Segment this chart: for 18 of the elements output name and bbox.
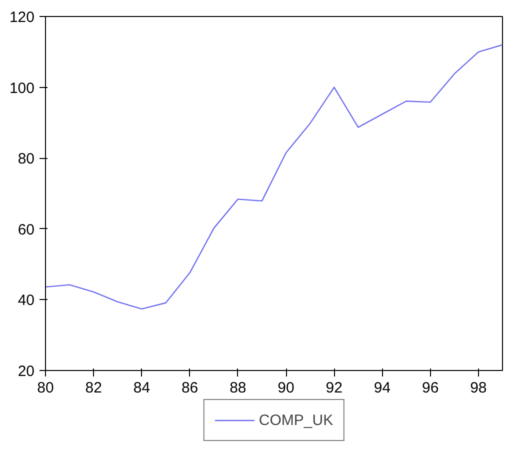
y-tick-label: 20 [18, 363, 35, 380]
x-tick-label: 82 [85, 380, 102, 396]
x-tick-label: 84 [133, 380, 150, 396]
y-tick-label: 120 [9, 9, 35, 26]
y-tick-label: 100 [9, 80, 35, 97]
x-tick-label: 80 [37, 380, 54, 396]
y-tick-label: 40 [18, 292, 35, 310]
x-tick-label: 92 [326, 380, 342, 396]
x-tick-label: 98 [470, 380, 487, 396]
x-tick-label: 88 [230, 380, 246, 396]
x-tick-label: 86 [181, 380, 198, 396]
x-tick-label: 96 [422, 380, 439, 396]
y-tick-label: 80 [18, 150, 35, 168]
line-series [46, 44, 502, 310]
x-tick-label: 94 [374, 380, 391, 396]
y-tick-label: 60 [18, 221, 35, 238]
x-tick-label: 90 [278, 380, 294, 396]
legend-label: COMP_UK [258, 412, 334, 428]
